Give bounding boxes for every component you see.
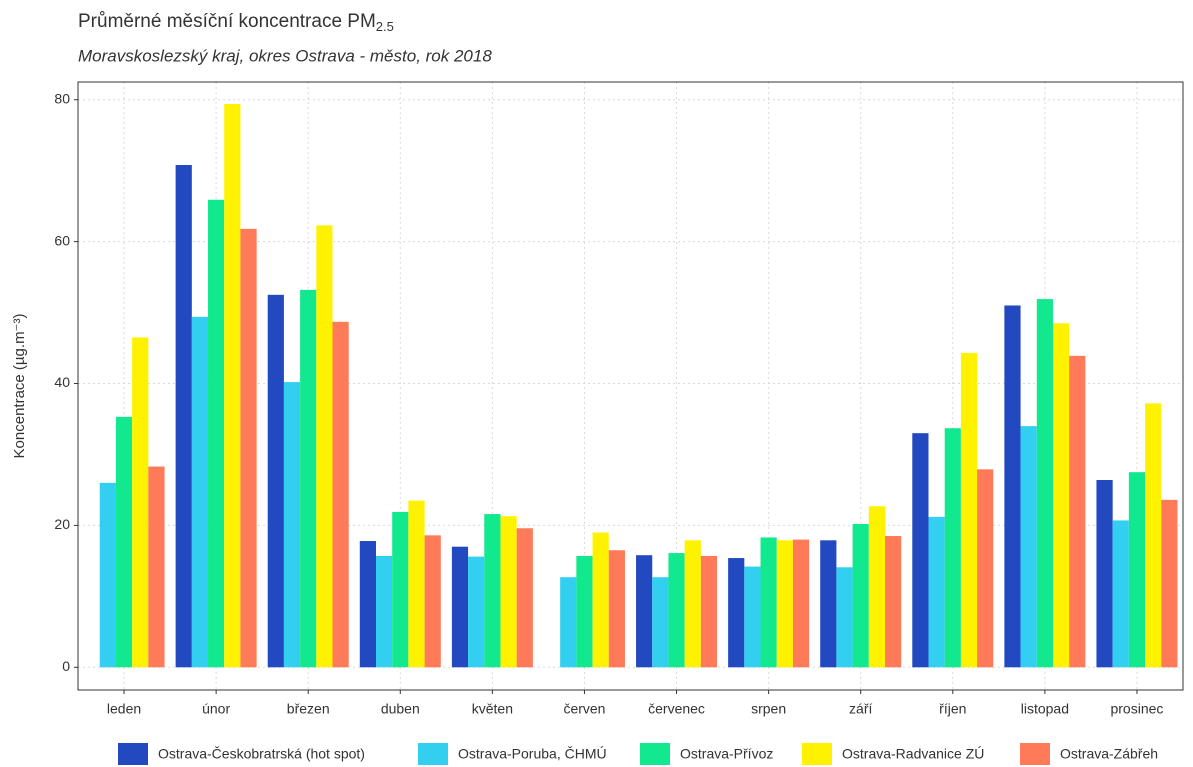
- bar: [977, 469, 994, 668]
- bar: [700, 555, 718, 668]
- bar: [668, 553, 685, 668]
- bar: [484, 514, 501, 668]
- legend-label: Ostrava-Českobratrská (hot spot): [158, 746, 365, 762]
- bar: [1145, 403, 1162, 668]
- legend-label: Ostrava-Přívoz: [680, 746, 773, 762]
- bar: [912, 433, 929, 668]
- bar: [776, 540, 793, 668]
- bar: [1112, 520, 1129, 668]
- legend-swatch: [418, 743, 448, 765]
- bar: [885, 536, 902, 668]
- bar: [175, 165, 192, 668]
- legend-swatch: [802, 743, 832, 765]
- bar: [1020, 426, 1037, 668]
- title-main: Průměrné měsíční koncentrace PM: [78, 11, 376, 32]
- bar: [283, 382, 301, 668]
- x-tick-label: červen: [563, 701, 605, 717]
- bar: [744, 566, 761, 668]
- bar: [408, 500, 425, 668]
- x-tick-label: duben: [381, 701, 420, 717]
- bar: [820, 540, 837, 668]
- x-tick-label: květen: [472, 701, 513, 717]
- bar: [424, 535, 441, 668]
- y-tick-label: 20: [54, 516, 70, 532]
- x-tick-label: březen: [287, 701, 330, 717]
- bar: [300, 289, 317, 668]
- bar: [392, 511, 409, 668]
- x-tick-label: říjen: [939, 701, 966, 717]
- bar: [928, 516, 945, 668]
- bar: [208, 199, 225, 668]
- legend-label: Ostrava-Zábřeh: [1060, 746, 1158, 762]
- bar: [516, 528, 533, 668]
- bar: [1069, 355, 1086, 668]
- bar: [868, 506, 886, 668]
- legend-label: Ostrava-Poruba, ČHMÚ: [458, 746, 607, 762]
- y-tick-label: 0: [62, 658, 70, 674]
- bar: [592, 532, 609, 668]
- legend-swatch: [640, 743, 670, 765]
- bar: [500, 516, 517, 668]
- y-axis-label: Koncentrace (µg.m⁻³): [11, 314, 28, 459]
- x-tick-label: prosinec: [1110, 701, 1163, 717]
- bar: [240, 228, 257, 668]
- legend-swatch: [118, 743, 148, 765]
- x-tick-label: listopad: [1021, 701, 1069, 717]
- y-tick-label: 40: [54, 374, 70, 390]
- bar: [684, 540, 701, 668]
- bar: [636, 555, 653, 668]
- bar: [608, 550, 625, 668]
- x-tick-label: září: [849, 701, 872, 717]
- bar: [792, 539, 810, 668]
- bar: [1004, 305, 1021, 668]
- x-tick-label: srpen: [751, 701, 786, 717]
- bar: [836, 567, 853, 668]
- bar: [375, 555, 393, 668]
- bar: [99, 482, 116, 668]
- bar: [359, 541, 376, 668]
- bar: [267, 294, 284, 668]
- legend-label: Ostrava-Radvanice ZÚ: [842, 746, 984, 762]
- bar: [576, 555, 593, 668]
- bar: [1052, 323, 1070, 668]
- bar: [316, 225, 333, 668]
- y-tick-label: 80: [54, 90, 70, 106]
- bar: [115, 416, 133, 668]
- bar: [1161, 499, 1178, 668]
- x-tick-label: leden: [107, 701, 141, 717]
- x-tick-label: červenec: [648, 701, 705, 717]
- y-tick-label: 60: [54, 232, 70, 248]
- bar: [728, 558, 745, 668]
- bar: [191, 316, 209, 668]
- chart-title: Průměrné měsíční koncentrace PM2.5: [78, 11, 394, 34]
- bar: [132, 337, 149, 668]
- bar: [960, 353, 978, 668]
- x-tick-label: únor: [202, 701, 230, 717]
- bar: [760, 537, 777, 668]
- bar: [468, 556, 485, 668]
- bar: [560, 577, 577, 668]
- bar: [1096, 480, 1113, 668]
- bar: [944, 428, 961, 668]
- bar: [1036, 299, 1053, 668]
- bar: [1128, 472, 1146, 668]
- bar: [224, 103, 241, 668]
- bar: [852, 523, 869, 668]
- bar: [148, 466, 165, 668]
- legend-swatch: [1020, 743, 1050, 765]
- bar: [652, 577, 669, 668]
- plot-border: [77, 81, 1184, 691]
- bar: [332, 321, 349, 668]
- bar: [451, 546, 469, 668]
- chart-subtitle: Moravskoslezský kraj, okres Ostrava - mě…: [78, 46, 492, 65]
- title-subscript: 2.5: [376, 19, 394, 34]
